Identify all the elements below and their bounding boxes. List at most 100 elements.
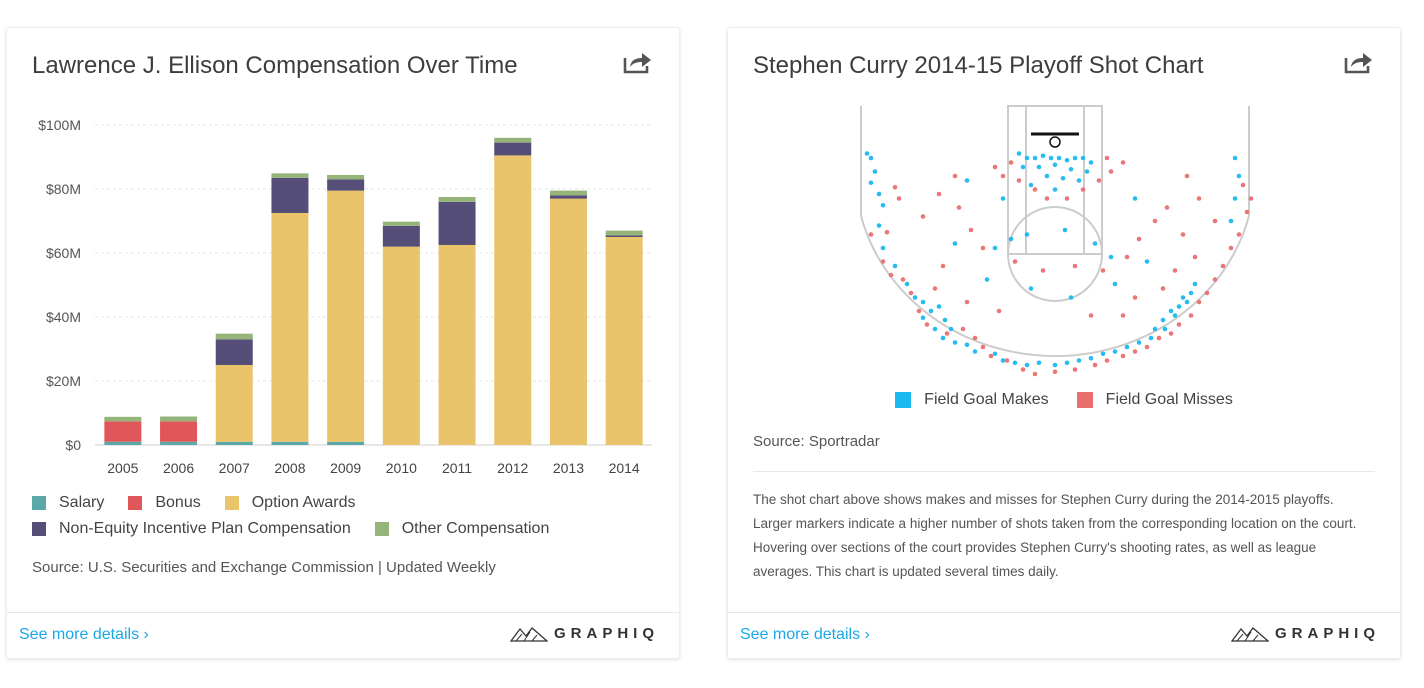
- shot-marker: [1232, 155, 1238, 161]
- shot-marker: [1088, 160, 1094, 165]
- chart-source: Source: U.S. Securities and Exchange Com…: [32, 559, 496, 576]
- compensation-chart-card: Lawrence J. Ellison Compensation Over Ti…: [7, 28, 679, 658]
- see-more-details-link[interactable]: See more details ›: [19, 626, 149, 643]
- legend-row-2: Non-Equity Incentive Plan Compensation O…: [32, 520, 573, 538]
- y-tick-label: $40M: [46, 309, 81, 325]
- shot-marker: [1232, 196, 1238, 201]
- shot-marker: [1016, 178, 1022, 183]
- shot-marker: [932, 286, 938, 291]
- shot-marker: [1180, 295, 1186, 300]
- shot-marker: [868, 232, 874, 237]
- shot-marker: [1072, 367, 1078, 372]
- legend-label: Field Goal Makes: [924, 391, 1049, 408]
- shot-marker: [1020, 367, 1026, 372]
- legend-label: Non-Equity Incentive Plan Compensation: [59, 520, 351, 537]
- shot-marker: [1088, 355, 1094, 361]
- shot-marker: [868, 180, 874, 186]
- shot-marker: [1040, 153, 1046, 159]
- shot-marker: [1064, 157, 1070, 163]
- shot-marker: [1108, 169, 1114, 174]
- shot-marker: [1144, 344, 1150, 350]
- y-tick-label: $0: [65, 437, 81, 453]
- shot-marker: [1064, 360, 1070, 366]
- legend-item-makes[interactable]: Field Goal Makes: [895, 391, 1049, 409]
- bar-segment: [494, 137, 532, 143]
- shot-marker: [876, 191, 882, 197]
- legend-swatch-non-equity: [32, 522, 46, 536]
- shot-marker: [920, 299, 926, 305]
- legend-item-salary[interactable]: Salary: [32, 494, 104, 512]
- legend-swatch-misses: [1076, 392, 1093, 408]
- shot-marker: [1240, 182, 1246, 188]
- bar-segment: [438, 201, 476, 245]
- share-icon[interactable]: [1344, 50, 1374, 74]
- legend-item-misses[interactable]: Field Goal Misses: [1076, 391, 1233, 409]
- legend-item-non-equity[interactable]: Non-Equity Incentive Plan Compensation: [32, 520, 351, 538]
- rim: [1049, 136, 1061, 148]
- shot-marker: [1124, 344, 1130, 350]
- brand-name: GRAPHIQ: [553, 625, 659, 642]
- bar-segment: [549, 190, 587, 196]
- shot-marker: [864, 151, 870, 156]
- bar-segment: [271, 177, 309, 213]
- shot-marker: [960, 326, 966, 332]
- shot-marker: [1064, 196, 1070, 201]
- graphiq-logo[interactable]: GRAPHIQ: [1230, 625, 1380, 642]
- shot-marker: [1052, 362, 1058, 368]
- shot-marker: [1112, 349, 1118, 354]
- shot-marker: [942, 317, 948, 323]
- shot-marker: [964, 299, 970, 305]
- legend-label: Other Compensation: [401, 520, 550, 537]
- legend-item-bonus[interactable]: Bonus: [128, 494, 201, 512]
- bar-segment: [215, 339, 253, 365]
- shot-marker: [1112, 281, 1118, 287]
- see-more-details-link[interactable]: See more details ›: [740, 626, 870, 643]
- shot-marker: [1068, 295, 1074, 300]
- shot-marker: [1132, 196, 1138, 201]
- bar-segment: [549, 195, 587, 199]
- bar-segment: [104, 441, 142, 445]
- shot-marker: [1176, 304, 1182, 309]
- shot-marker: [1032, 187, 1038, 192]
- bar-segment: [327, 441, 365, 445]
- shot-marker: [1036, 164, 1042, 170]
- shot-marker: [1164, 205, 1170, 210]
- shot-marker: [1104, 358, 1110, 363]
- shot-marker: [904, 281, 910, 287]
- shot-marker: [1136, 236, 1142, 242]
- shot-marker: [868, 155, 874, 161]
- bar-segment: [271, 441, 309, 445]
- legend-item-other[interactable]: Other Compensation: [374, 520, 550, 538]
- shot-marker: [1100, 268, 1106, 273]
- shot-marker: [1000, 196, 1006, 201]
- graphiq-logo[interactable]: GRAPHIQ: [509, 625, 659, 642]
- shot-marker: [1100, 351, 1106, 357]
- legend-item-option-awards[interactable]: Option Awards: [224, 494, 356, 512]
- shot-marker: [1052, 369, 1058, 375]
- legend-swatch-makes: [895, 392, 912, 408]
- x-tick-label: 2008: [274, 460, 305, 476]
- bar-segment: [104, 416, 142, 422]
- shot-marker: [940, 335, 946, 341]
- shot-marker: [1072, 155, 1078, 161]
- shot-marker: [1172, 313, 1178, 318]
- y-tick-label: $60M: [46, 245, 81, 261]
- shot-marker: [1168, 331, 1174, 336]
- shot-marker: [1228, 218, 1234, 224]
- shot-marker: [1044, 196, 1050, 201]
- shot-marker: [1212, 218, 1218, 224]
- legend-swatch-other: [374, 522, 389, 536]
- shot-marker: [924, 322, 930, 327]
- shot-marker: [992, 164, 998, 170]
- shot-marker: [1028, 182, 1034, 188]
- shot-marker: [1060, 175, 1066, 181]
- shot-chart: [860, 105, 1254, 377]
- shot-marker: [1032, 155, 1038, 161]
- shot-marker: [900, 277, 906, 282]
- graphiq-mountain-icon: [1230, 626, 1269, 642]
- shot-marker: [932, 326, 938, 332]
- shot-marker: [1212, 277, 1218, 282]
- shot-marker: [916, 308, 922, 314]
- share-icon[interactable]: [623, 50, 653, 74]
- shot-marker: [1012, 259, 1018, 264]
